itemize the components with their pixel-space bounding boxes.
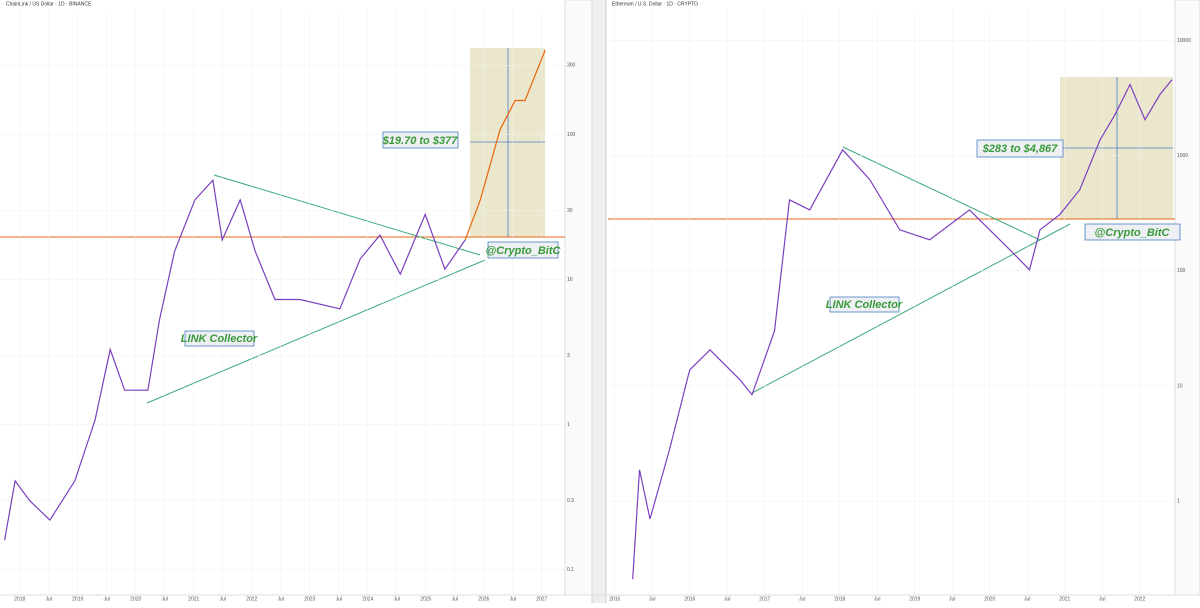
y-tick-label: 0.1 xyxy=(567,567,574,573)
x-tick-label: Jul xyxy=(104,596,110,602)
price-axis xyxy=(1174,0,1200,596)
y-tick-label: 30 xyxy=(567,208,573,214)
x-tick-label: 2027 xyxy=(536,596,547,602)
label-box xyxy=(829,296,900,313)
x-tick-label: 2024 xyxy=(362,596,373,602)
y-tick-label: 10 xyxy=(567,277,573,283)
chart-title: ChainLink / US Dollar · 1D · BINANCE xyxy=(6,1,92,7)
price-line xyxy=(4,178,466,541)
x-tick-label: 2019 xyxy=(72,596,83,602)
x-tick-label: Jul xyxy=(1024,596,1030,602)
label-box xyxy=(487,241,559,259)
x-tick-label: 2020 xyxy=(984,596,995,602)
x-tick-label: 2022 xyxy=(1134,596,1145,602)
y-tick-label: 1 xyxy=(567,422,570,428)
x-tick-label: 2021 xyxy=(1059,596,1070,602)
annotation: LINK Collector xyxy=(181,333,258,345)
toolbar xyxy=(592,0,606,603)
x-tick-label: Jul xyxy=(874,596,880,602)
x-tick-label: 2015 xyxy=(609,596,620,602)
x-tick-label: Jul xyxy=(220,596,226,602)
x-tick-label: 2023 xyxy=(304,596,315,602)
label-box xyxy=(1084,223,1181,241)
trendline xyxy=(146,259,486,404)
y-tick-label: 1 xyxy=(1177,498,1180,504)
x-tick-label: Jul xyxy=(394,596,400,602)
y-tick-label: 300 xyxy=(567,63,576,69)
x-tick-label: 2021 xyxy=(188,596,199,602)
x-tick-label: Jul xyxy=(799,596,805,602)
label-box xyxy=(382,131,459,149)
x-tick-label: Jul xyxy=(1099,596,1105,602)
x-tick-label: 2017 xyxy=(759,596,770,602)
y-tick-label: 100 xyxy=(567,132,576,138)
annotation: @Crypto_BitC xyxy=(486,245,562,257)
x-tick-label: Jul xyxy=(724,596,730,602)
y-tick-label: 1000 xyxy=(1177,153,1188,159)
label-box xyxy=(976,139,1064,158)
chart-title: Ethereum / U.S. Dollar · 1D · CRYPTO xyxy=(612,1,698,7)
projection-box xyxy=(470,48,545,237)
x-tick-label: 2022 xyxy=(246,596,257,602)
x-tick-label: 2018 xyxy=(834,596,845,602)
x-tick-label: 2026 xyxy=(478,596,489,602)
x-tick-label: Jul xyxy=(278,596,284,602)
y-tick-label: 10000 xyxy=(1177,38,1191,44)
x-tick-label: Jul xyxy=(46,596,52,602)
x-tick-label: Jul xyxy=(510,596,516,602)
plot: 0.1 0.3 1 3 10 30 100 300 2018 Jul 2019 Jul 2020 Jul 2… xyxy=(0,10,1191,602)
x-tick-label: 2019 xyxy=(909,596,920,602)
annotation: @Crypto_BitC xyxy=(1095,227,1171,239)
y-tick-label: 10 xyxy=(1177,383,1183,389)
x-tick-label: Jul xyxy=(949,596,955,602)
price-axis xyxy=(564,0,593,596)
y-tick-label: 3 xyxy=(567,353,570,359)
annotation: $19.70 to $377 xyxy=(382,135,458,147)
x-tick-label: 2025 xyxy=(420,596,431,602)
y-tick-label: 100 xyxy=(1177,268,1186,274)
annotation: LINK Collector xyxy=(826,299,903,311)
x-tick-label: 2016 xyxy=(684,596,695,602)
x-tick-label: Jul xyxy=(649,596,655,602)
x-tick-label: 2018 xyxy=(14,596,25,602)
price-line xyxy=(464,49,546,241)
annotation: $283 to $4,867 xyxy=(982,143,1058,155)
y-tick-label: 0.3 xyxy=(567,498,574,504)
label-box xyxy=(184,330,255,347)
trendline xyxy=(751,223,1071,394)
x-tick-label: Jul xyxy=(162,596,168,602)
x-tick-label: Jul xyxy=(336,596,342,602)
price-line xyxy=(632,79,1173,580)
trendline xyxy=(213,174,481,256)
x-tick-label: 2020 xyxy=(130,596,141,602)
trendline xyxy=(842,146,1041,241)
x-tick-label: Jul xyxy=(452,596,458,602)
